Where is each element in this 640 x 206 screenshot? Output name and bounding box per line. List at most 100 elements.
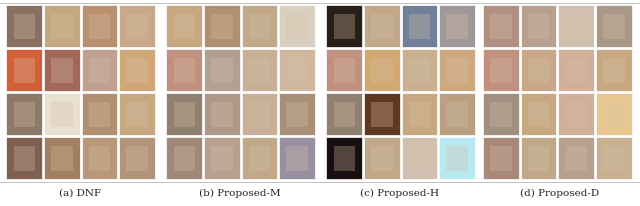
FancyBboxPatch shape <box>6 49 42 91</box>
FancyBboxPatch shape <box>409 102 430 127</box>
FancyBboxPatch shape <box>326 93 362 135</box>
FancyBboxPatch shape <box>364 93 399 135</box>
FancyBboxPatch shape <box>446 58 468 83</box>
FancyBboxPatch shape <box>173 58 195 83</box>
FancyBboxPatch shape <box>126 14 148 39</box>
FancyBboxPatch shape <box>521 5 557 47</box>
FancyBboxPatch shape <box>402 5 437 47</box>
FancyBboxPatch shape <box>51 146 72 171</box>
FancyBboxPatch shape <box>566 58 587 83</box>
FancyBboxPatch shape <box>286 58 308 83</box>
FancyBboxPatch shape <box>249 146 270 171</box>
FancyBboxPatch shape <box>166 49 202 91</box>
FancyBboxPatch shape <box>326 137 362 179</box>
FancyBboxPatch shape <box>559 137 594 179</box>
FancyBboxPatch shape <box>166 93 202 135</box>
FancyBboxPatch shape <box>119 93 155 135</box>
FancyBboxPatch shape <box>446 146 468 171</box>
FancyBboxPatch shape <box>439 5 475 47</box>
FancyBboxPatch shape <box>490 58 512 83</box>
FancyBboxPatch shape <box>89 102 110 127</box>
FancyBboxPatch shape <box>596 137 632 179</box>
FancyBboxPatch shape <box>286 102 308 127</box>
FancyBboxPatch shape <box>566 102 587 127</box>
FancyBboxPatch shape <box>13 102 35 127</box>
FancyBboxPatch shape <box>528 58 549 83</box>
FancyBboxPatch shape <box>559 5 594 47</box>
FancyBboxPatch shape <box>249 14 270 39</box>
FancyBboxPatch shape <box>6 137 42 179</box>
FancyBboxPatch shape <box>483 93 519 135</box>
FancyBboxPatch shape <box>82 5 117 47</box>
FancyBboxPatch shape <box>333 58 355 83</box>
FancyBboxPatch shape <box>166 5 202 47</box>
FancyBboxPatch shape <box>44 5 79 47</box>
FancyBboxPatch shape <box>326 5 362 47</box>
FancyBboxPatch shape <box>446 14 468 39</box>
FancyBboxPatch shape <box>528 102 549 127</box>
FancyBboxPatch shape <box>89 14 110 39</box>
FancyBboxPatch shape <box>528 146 549 171</box>
FancyBboxPatch shape <box>596 49 632 91</box>
FancyBboxPatch shape <box>483 49 519 91</box>
FancyBboxPatch shape <box>89 58 110 83</box>
FancyBboxPatch shape <box>279 49 315 91</box>
FancyBboxPatch shape <box>333 146 355 171</box>
FancyBboxPatch shape <box>409 58 430 83</box>
FancyBboxPatch shape <box>483 137 519 179</box>
FancyBboxPatch shape <box>249 102 270 127</box>
FancyBboxPatch shape <box>211 14 232 39</box>
FancyBboxPatch shape <box>603 14 625 39</box>
FancyBboxPatch shape <box>119 137 155 179</box>
FancyBboxPatch shape <box>439 137 475 179</box>
FancyBboxPatch shape <box>13 14 35 39</box>
FancyBboxPatch shape <box>173 146 195 171</box>
FancyBboxPatch shape <box>566 14 587 39</box>
FancyBboxPatch shape <box>326 49 362 91</box>
FancyBboxPatch shape <box>521 49 557 91</box>
Text: (a) DNF: (a) DNF <box>59 189 101 198</box>
FancyBboxPatch shape <box>126 58 148 83</box>
FancyBboxPatch shape <box>603 102 625 127</box>
FancyBboxPatch shape <box>483 5 519 47</box>
FancyBboxPatch shape <box>439 93 475 135</box>
FancyBboxPatch shape <box>119 5 155 47</box>
FancyBboxPatch shape <box>286 146 308 171</box>
FancyBboxPatch shape <box>409 14 430 39</box>
FancyBboxPatch shape <box>279 5 315 47</box>
FancyBboxPatch shape <box>51 14 72 39</box>
FancyBboxPatch shape <box>82 137 117 179</box>
FancyBboxPatch shape <box>211 146 232 171</box>
FancyBboxPatch shape <box>44 49 79 91</box>
FancyBboxPatch shape <box>490 146 512 171</box>
FancyBboxPatch shape <box>409 146 430 171</box>
FancyBboxPatch shape <box>596 5 632 47</box>
FancyBboxPatch shape <box>126 102 148 127</box>
FancyBboxPatch shape <box>490 14 512 39</box>
FancyBboxPatch shape <box>603 146 625 171</box>
FancyBboxPatch shape <box>371 102 392 127</box>
FancyBboxPatch shape <box>82 93 117 135</box>
FancyBboxPatch shape <box>249 58 270 83</box>
FancyBboxPatch shape <box>44 93 79 135</box>
FancyBboxPatch shape <box>371 58 392 83</box>
FancyBboxPatch shape <box>211 58 232 83</box>
FancyBboxPatch shape <box>559 93 594 135</box>
FancyBboxPatch shape <box>13 146 35 171</box>
FancyBboxPatch shape <box>211 102 232 127</box>
FancyBboxPatch shape <box>439 49 475 91</box>
FancyBboxPatch shape <box>364 49 399 91</box>
FancyBboxPatch shape <box>44 137 79 179</box>
FancyBboxPatch shape <box>559 49 594 91</box>
FancyBboxPatch shape <box>371 146 392 171</box>
FancyBboxPatch shape <box>204 49 239 91</box>
Text: (c) Proposed-H: (c) Proposed-H <box>360 189 440 198</box>
FancyBboxPatch shape <box>204 137 239 179</box>
FancyBboxPatch shape <box>82 49 117 91</box>
FancyBboxPatch shape <box>333 102 355 127</box>
FancyBboxPatch shape <box>603 58 625 83</box>
FancyBboxPatch shape <box>521 137 557 179</box>
FancyBboxPatch shape <box>521 93 557 135</box>
FancyBboxPatch shape <box>204 93 239 135</box>
Text: (b) Proposed-M: (b) Proposed-M <box>199 189 281 198</box>
